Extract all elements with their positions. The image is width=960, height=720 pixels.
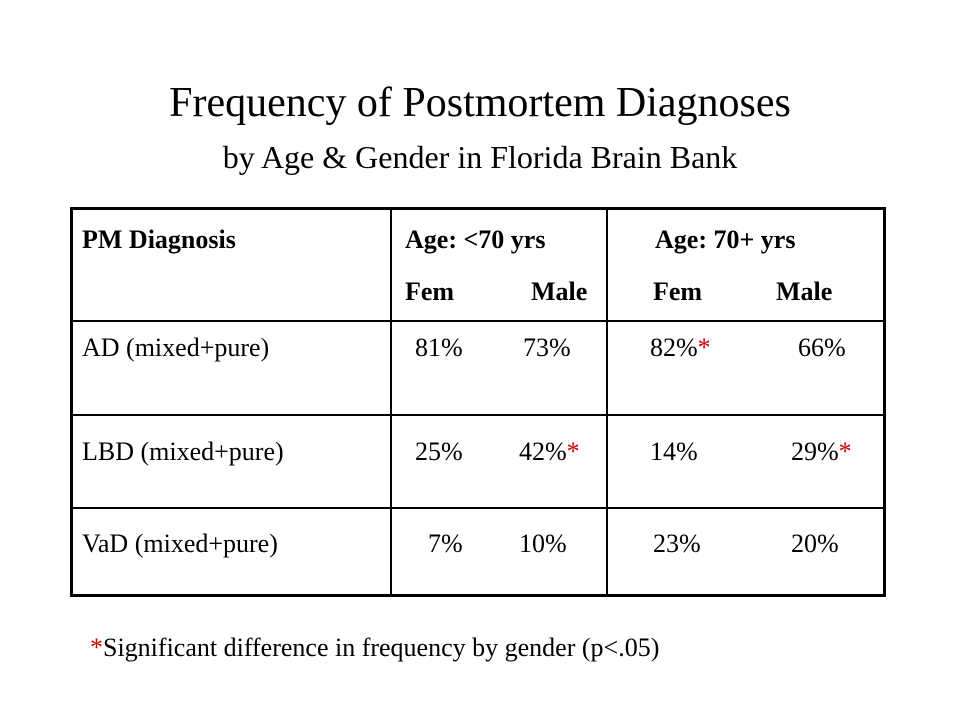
row-divider [73,507,883,509]
slide-title: Frequency of Postmortem Diagnoses [169,80,791,126]
row-vad-70-plus-male: 20% [791,529,839,558]
significance-mark: * [697,333,711,362]
significance-mark: * [566,437,580,466]
row-vad-under-70-fem: 7% [428,529,463,558]
significance-mark: * [838,437,852,466]
significance-mark: * [90,633,103,662]
row-lbd-under-70-male: 42%* [519,436,580,468]
row-ad-70-plus-fem: 82%* [650,332,711,364]
header-diagnosis: PM Diagnosis [82,225,236,254]
row-lbd-diagnosis: LBD (mixed+pure) [82,437,284,466]
row-ad-under-70-male: 73% [523,333,571,362]
header-age-under-70: Age: <70 yrs [405,225,546,254]
footnote-text: Significant difference in frequency by g… [103,633,660,662]
header-under-70-fem: Fem [405,277,455,306]
row-ad-diagnosis: AD (mixed+pure) [82,333,270,362]
row-vad-under-70-male: 10% [519,529,567,558]
row-vad-70-plus-fem: 23% [653,529,701,558]
row-ad-70-plus-fem-value: 82% [650,333,698,362]
row-divider [73,414,883,416]
diagnosis-table: PM Diagnosis Age: <70 yrs Fem Male Age: … [70,207,886,597]
header-70-plus-fem: Fem [653,277,703,306]
row-ad-70-plus-male: 66% [798,333,846,362]
significance-footnote: *Significant difference in frequency by … [90,632,659,664]
row-lbd-70-plus-male-value: 29% [791,437,839,466]
row-lbd-70-plus-male: 29%* [791,436,852,468]
header-under-70-male: Male [531,277,588,306]
column-divider [390,210,392,594]
header-age-70-plus: Age: 70+ yrs [655,225,796,254]
row-lbd-under-70-male-value: 42% [519,437,567,466]
row-lbd-under-70-fem: 25% [415,437,463,466]
row-lbd-70-plus-fem: 14% [650,437,698,466]
header-70-plus-male: Male [776,277,833,306]
column-divider [606,210,608,594]
slide-subtitle: by Age & Gender in Florida Brain Bank [222,139,738,175]
row-divider [73,320,883,322]
row-vad-diagnosis: VaD (mixed+pure) [82,529,278,558]
row-ad-under-70-fem: 81% [415,333,463,362]
